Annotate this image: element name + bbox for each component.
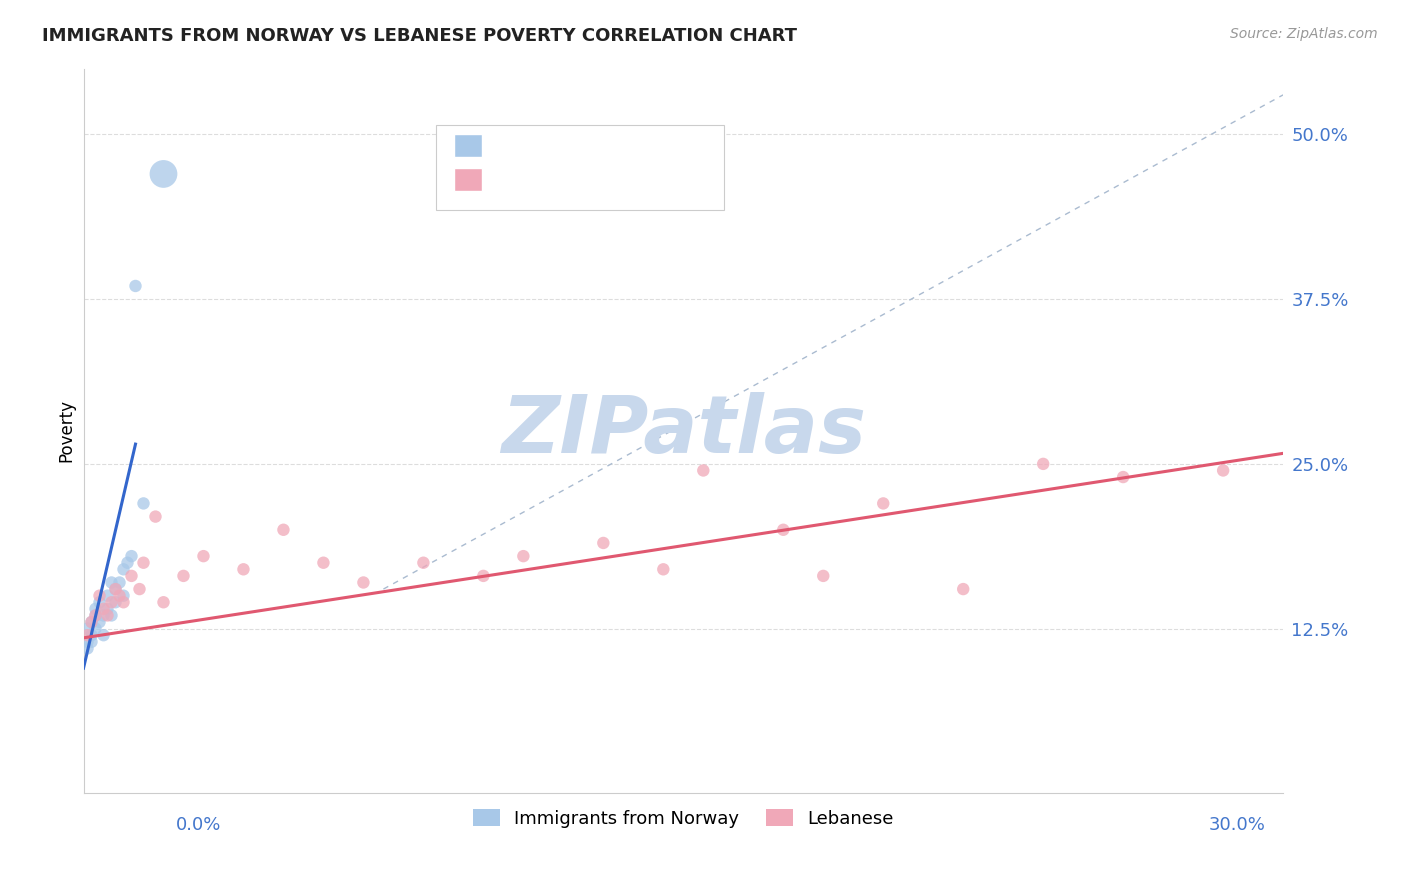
- Point: [472, 569, 495, 583]
- Text: R = 0.382   N = 27: R = 0.382 N = 27: [492, 136, 650, 154]
- Point: [104, 595, 127, 609]
- Point: [104, 582, 127, 596]
- Point: [89, 595, 111, 609]
- Point: [872, 496, 894, 510]
- Point: [112, 562, 135, 576]
- Point: [100, 608, 122, 623]
- Point: [93, 602, 115, 616]
- Point: [96, 602, 118, 616]
- Point: [128, 582, 150, 596]
- Point: [76, 628, 98, 642]
- Text: 0.0%: 0.0%: [176, 816, 221, 834]
- Point: [104, 582, 127, 596]
- Point: [84, 622, 107, 636]
- Point: [652, 562, 675, 576]
- Point: [84, 608, 107, 623]
- Point: [132, 556, 155, 570]
- Point: [592, 536, 614, 550]
- Point: [1112, 470, 1135, 484]
- Point: [108, 589, 131, 603]
- Point: [1212, 463, 1234, 477]
- Text: IMMIGRANTS FROM NORWAY VS LEBANESE POVERTY CORRELATION CHART: IMMIGRANTS FROM NORWAY VS LEBANESE POVER…: [42, 27, 797, 45]
- Point: [93, 628, 115, 642]
- Point: [76, 622, 98, 636]
- Point: [132, 496, 155, 510]
- Point: [80, 628, 103, 642]
- Point: [145, 509, 167, 524]
- Text: ZIPatlas: ZIPatlas: [501, 392, 866, 470]
- Point: [93, 608, 115, 623]
- Point: [96, 608, 118, 623]
- Point: [952, 582, 974, 596]
- Point: [76, 641, 98, 656]
- Y-axis label: Poverty: Poverty: [58, 400, 75, 462]
- Text: 30.0%: 30.0%: [1209, 816, 1265, 834]
- Point: [100, 575, 122, 590]
- Point: [117, 556, 139, 570]
- Point: [80, 615, 103, 629]
- Point: [1032, 457, 1054, 471]
- Point: [692, 463, 714, 477]
- Point: [193, 549, 215, 563]
- Point: [412, 556, 434, 570]
- Point: [352, 575, 374, 590]
- Point: [121, 569, 143, 583]
- Legend: Immigrants from Norway, Lebanese: Immigrants from Norway, Lebanese: [465, 802, 901, 835]
- Point: [100, 595, 122, 609]
- Point: [108, 575, 131, 590]
- Point: [813, 569, 835, 583]
- Point: [89, 615, 111, 629]
- Point: [512, 549, 534, 563]
- Point: [80, 634, 103, 648]
- Point: [112, 589, 135, 603]
- Point: [121, 549, 143, 563]
- Point: [112, 595, 135, 609]
- Point: [772, 523, 794, 537]
- Point: [312, 556, 335, 570]
- Point: [84, 608, 107, 623]
- Point: [172, 569, 194, 583]
- Text: Source: ZipAtlas.com: Source: ZipAtlas.com: [1230, 27, 1378, 41]
- Point: [273, 523, 295, 537]
- Point: [124, 279, 146, 293]
- Point: [232, 562, 254, 576]
- Point: [80, 615, 103, 629]
- Point: [152, 595, 174, 609]
- Point: [96, 589, 118, 603]
- Point: [76, 634, 98, 648]
- Point: [152, 167, 174, 181]
- Point: [89, 589, 111, 603]
- Text: R = 0.476   N = 34: R = 0.476 N = 34: [492, 170, 650, 188]
- Point: [84, 602, 107, 616]
